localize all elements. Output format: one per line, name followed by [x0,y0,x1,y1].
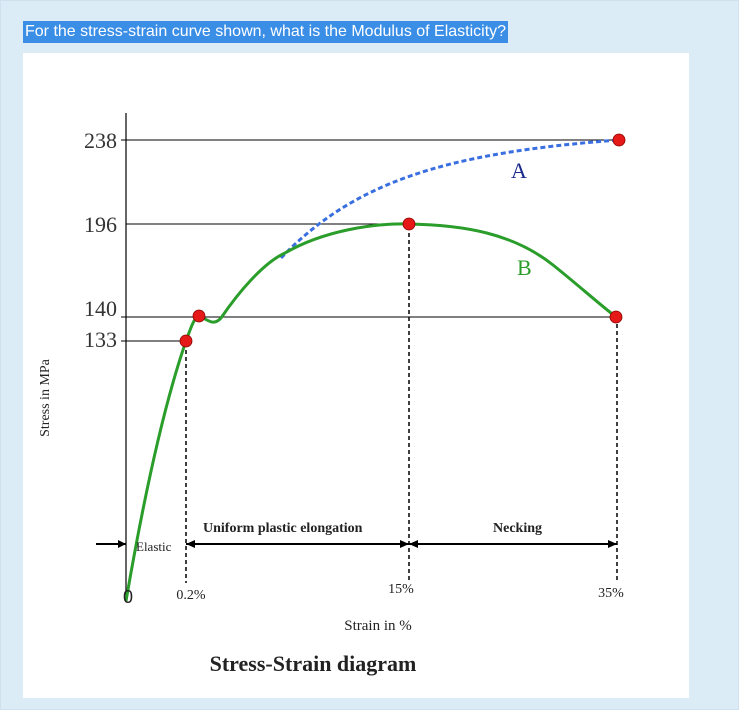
y-tick-196: 196 [84,212,117,237]
y-tick-140: 140 [84,296,117,321]
elastic-left-arrowhead [118,540,126,548]
point-238 [612,133,626,147]
elastic-label: Elastic [136,539,172,554]
stress-strain-diagram: 238 196 140 133 Stress in MPa 0 0.2% 15%… [38,113,626,676]
x-tick-0-2: 0.2% [176,588,206,603]
x-tick-0: 0 [123,587,133,607]
curve-b [124,222,617,602]
uniform-arrowhead-left [186,540,195,548]
x-tick-35: 35% [598,586,624,601]
x-axis-label: Strain in % [344,618,412,634]
uniform-arrowhead-right [400,540,409,548]
point-yield-140 [192,309,206,323]
point-fracture-140 [609,310,623,324]
necking-arrowhead-right [608,540,617,548]
diagram-card: 238 196 140 133 Stress in MPa 0 0.2% 15%… [23,53,689,698]
curve-a [279,138,620,260]
point-yield-133 [179,334,193,348]
x-tick-15: 15% [388,582,414,597]
y-tick-238: 238 [84,128,117,153]
diagram-title: Stress-Strain diagram [210,651,417,676]
necking-arrowhead-left [409,540,418,548]
y-tick-133: 133 [84,327,117,352]
uniform-label: Uniform plastic elongation [203,521,363,536]
curve-a-label: A [511,158,527,183]
y-axis-label: Stress in MPa [38,358,53,437]
point-ultimate-196 [402,217,416,231]
curve-b-label: B [517,255,532,280]
necking-label: Necking [493,521,542,536]
question-text: For the stress-strain curve shown, what … [23,21,509,43]
